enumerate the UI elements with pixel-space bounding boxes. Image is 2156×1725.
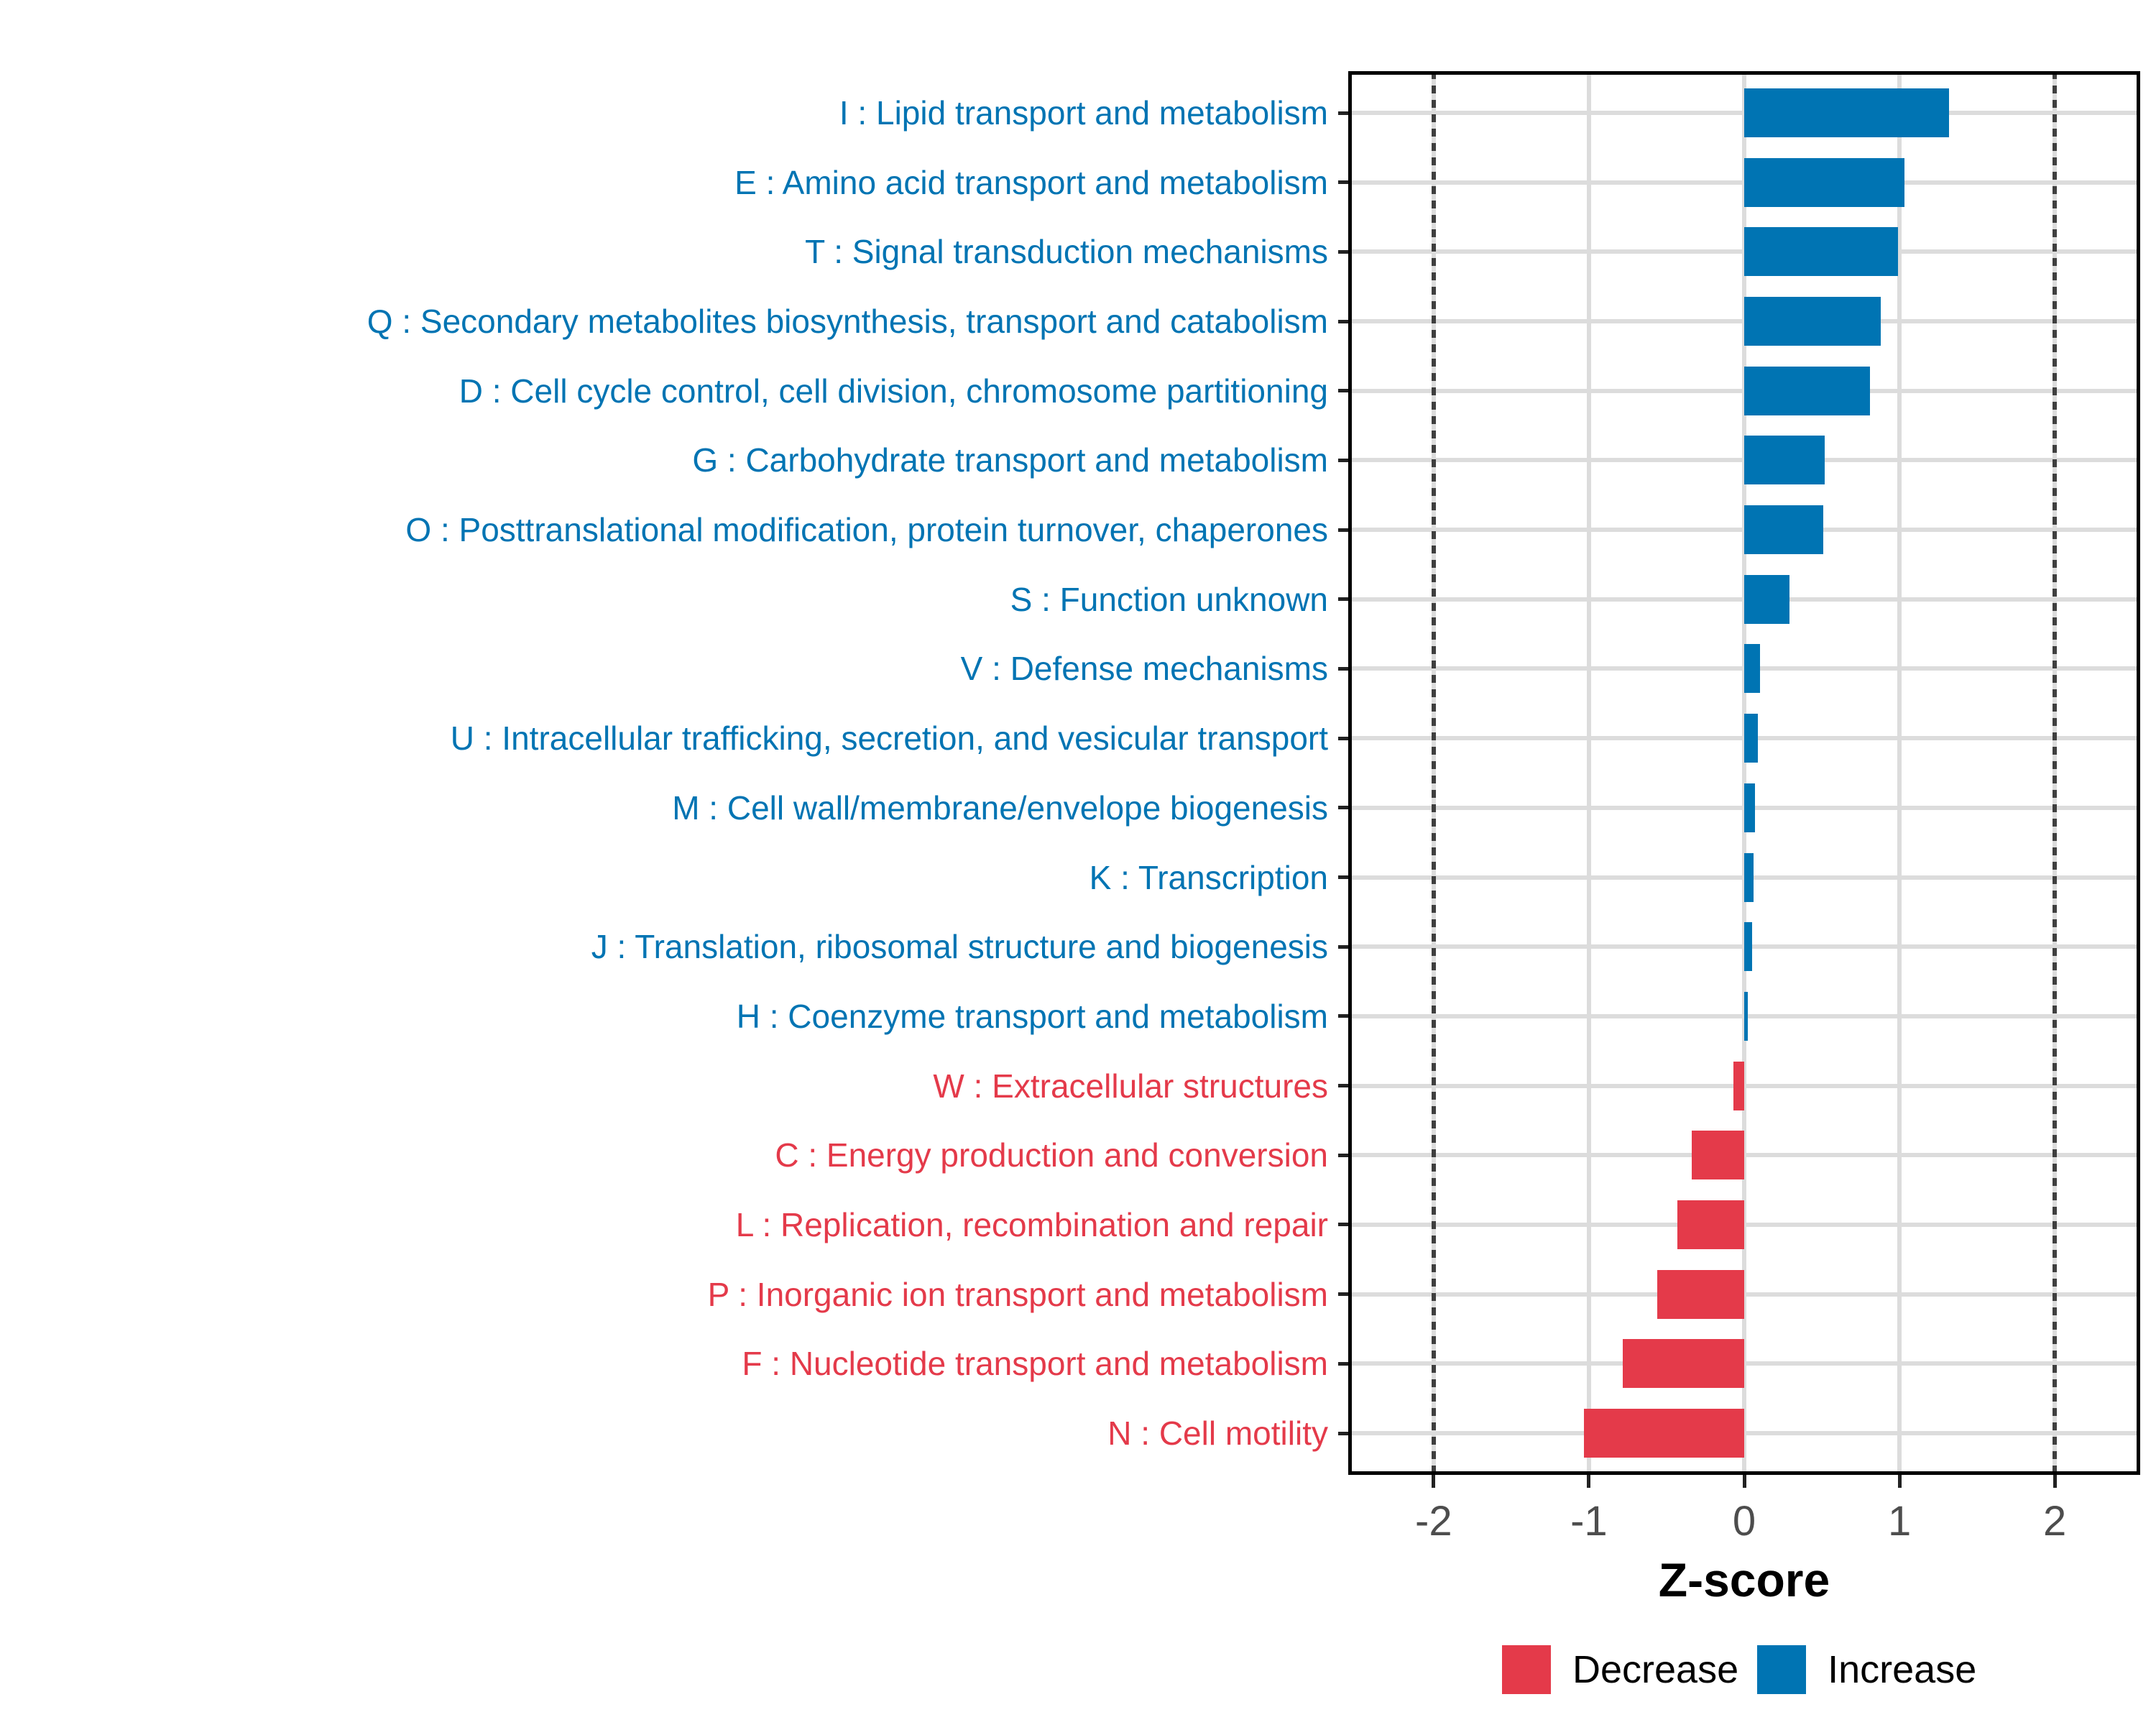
reference-line bbox=[2053, 71, 2058, 1475]
y-tick-mark bbox=[1338, 389, 1348, 393]
y-axis-label: G : Carbohydrate transport and metabolis… bbox=[692, 441, 1328, 479]
bar-i bbox=[1744, 88, 1950, 137]
bar-j bbox=[1744, 922, 1752, 972]
y-tick-mark bbox=[1338, 1153, 1348, 1157]
y-axis-label: D : Cell cycle control, cell division, c… bbox=[459, 372, 1328, 410]
y-axis-label: O : Posttranslational modification, prot… bbox=[405, 511, 1328, 549]
x-tick-label: 1 bbox=[1887, 1498, 1912, 1545]
y-axis-label: C : Energy production and conversion bbox=[775, 1136, 1328, 1174]
x-tick-label: -1 bbox=[1570, 1498, 1608, 1545]
bar-h bbox=[1744, 991, 1748, 1041]
bar-d bbox=[1744, 366, 1871, 415]
y-axis-label: H : Coenzyme transport and metabolism bbox=[736, 997, 1328, 1035]
gridline-horizontal bbox=[1348, 1083, 2140, 1088]
gridline-vertical bbox=[1742, 71, 1746, 1475]
x-tick-mark bbox=[1742, 1475, 1746, 1488]
y-tick-mark bbox=[1338, 944, 1348, 949]
x-tick-label: 0 bbox=[1732, 1498, 1756, 1545]
y-tick-mark bbox=[1338, 875, 1348, 880]
y-tick-mark bbox=[1338, 666, 1348, 671]
gridline-horizontal bbox=[1348, 1222, 2140, 1227]
bar-o bbox=[1744, 505, 1824, 555]
y-axis-label: Q : Secondary metabolites biosynthesis, … bbox=[367, 303, 1328, 341]
bar-e bbox=[1744, 157, 1904, 207]
y-tick-mark bbox=[1338, 1223, 1348, 1227]
y-axis-label: S : Function unknown bbox=[1010, 580, 1328, 618]
y-tick-mark bbox=[1338, 1084, 1348, 1088]
x-tick-mark bbox=[1432, 1475, 1436, 1488]
bar-u bbox=[1744, 714, 1759, 763]
legend-swatch-decrease bbox=[1502, 1645, 1551, 1694]
bar-v bbox=[1744, 644, 1760, 694]
x-tick-mark bbox=[2053, 1475, 2057, 1488]
legend-swatch-increase bbox=[1757, 1645, 1807, 1694]
bar-s bbox=[1744, 574, 1789, 624]
y-axis-label: U : Intracellular trafficking, secretion… bbox=[450, 719, 1328, 758]
gridline-horizontal bbox=[1348, 1153, 2140, 1158]
y-tick-mark bbox=[1338, 806, 1348, 810]
legend-entry-decrease: Decrease bbox=[1502, 1645, 1738, 1694]
x-tick-label: 2 bbox=[2043, 1498, 2067, 1545]
y-tick-mark bbox=[1338, 180, 1348, 185]
y-tick-mark bbox=[1338, 597, 1348, 602]
gridline-horizontal bbox=[1348, 1292, 2140, 1297]
y-tick-mark bbox=[1338, 319, 1348, 323]
bar-p bbox=[1657, 1269, 1744, 1319]
y-axis-label: W : Extracellular structures bbox=[933, 1067, 1328, 1105]
reference-line bbox=[1431, 71, 1436, 1475]
gridline-vertical bbox=[1586, 71, 1591, 1475]
y-axis-label: V : Defense mechanisms bbox=[960, 650, 1328, 688]
y-axis-label: J : Translation, ribosomal structure and… bbox=[591, 928, 1328, 966]
bar-n bbox=[1584, 1409, 1744, 1458]
y-axis-label: F : Nucleotide transport and metabolism bbox=[742, 1345, 1328, 1383]
y-axis-label: E : Amino acid transport and metabolism bbox=[734, 163, 1328, 201]
bar-w bbox=[1733, 1061, 1744, 1110]
gridline-horizontal bbox=[1348, 1361, 2140, 1366]
y-axis-label: M : Cell wall/membrane/envelope biogenes… bbox=[672, 788, 1328, 827]
bar-m bbox=[1744, 783, 1756, 832]
gridline-horizontal bbox=[1348, 1431, 2140, 1435]
bar-q bbox=[1744, 297, 1881, 346]
y-tick-mark bbox=[1338, 528, 1348, 532]
x-axis-title: Z-score bbox=[1658, 1553, 1830, 1606]
legend-label-increase: Increase bbox=[1828, 1648, 1977, 1691]
bar-f bbox=[1623, 1339, 1744, 1389]
gridline-vertical bbox=[1897, 71, 1902, 1475]
y-tick-mark bbox=[1338, 1361, 1348, 1366]
x-tick-mark bbox=[1897, 1475, 1902, 1488]
y-tick-mark bbox=[1338, 736, 1348, 740]
bar-c bbox=[1691, 1131, 1744, 1180]
y-tick-mark bbox=[1338, 249, 1348, 254]
y-tick-mark bbox=[1338, 111, 1348, 115]
legend-entry-increase: Increase bbox=[1757, 1645, 1976, 1694]
y-tick-mark bbox=[1338, 1014, 1348, 1018]
bar-g bbox=[1744, 436, 1825, 485]
legend-label-decrease: Decrease bbox=[1572, 1648, 1739, 1691]
bar-l bbox=[1677, 1200, 1744, 1249]
y-axis-label: L : Replication, recombination and repai… bbox=[735, 1205, 1328, 1243]
y-tick-mark bbox=[1338, 458, 1348, 462]
y-axis-label: I : Lipid transport and metabolism bbox=[839, 94, 1328, 132]
x-tick-mark bbox=[1587, 1475, 1591, 1488]
y-tick-mark bbox=[1338, 1292, 1348, 1297]
y-axis-label: T : Signal transduction mechanisms bbox=[805, 233, 1328, 271]
y-tick-mark bbox=[1338, 1431, 1348, 1435]
y-axis-label: P : Inorganic ion transport and metaboli… bbox=[707, 1275, 1328, 1313]
bar-k bbox=[1744, 852, 1754, 902]
bar-t bbox=[1744, 227, 1898, 277]
x-tick-label: -2 bbox=[1415, 1498, 1452, 1545]
y-axis-label: K : Transcription bbox=[1089, 858, 1328, 896]
y-axis-label: N : Cell motility bbox=[1107, 1414, 1328, 1452]
legend: Decrease Increase bbox=[1502, 1645, 1976, 1694]
